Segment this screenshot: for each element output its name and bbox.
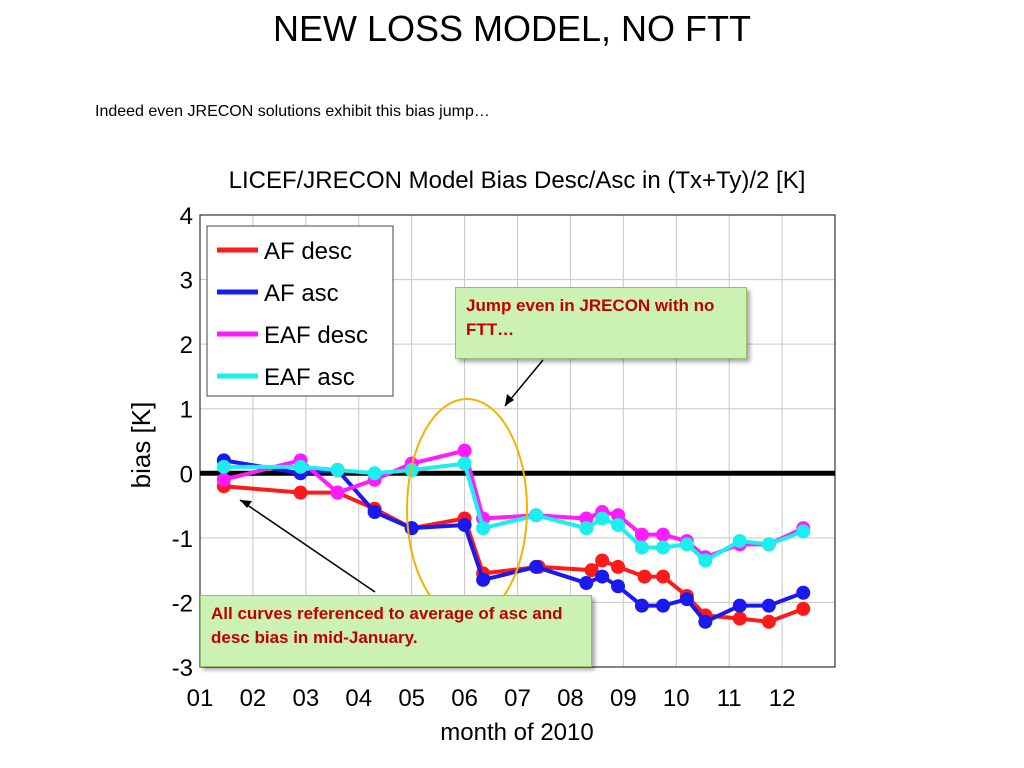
data-point <box>796 524 811 539</box>
data-point <box>611 559 626 574</box>
data-point <box>330 485 345 500</box>
data-point <box>611 508 626 523</box>
jump-callout: Jump even in JRECON with no FTT… <box>455 287 747 359</box>
jump-arrowhead <box>505 394 514 406</box>
data-point <box>457 443 472 458</box>
jump-highlight-ellipse <box>406 398 528 620</box>
x-tick-label: 04 <box>345 685 372 712</box>
series-layer <box>216 443 811 629</box>
x-tick-label: 02 <box>240 685 267 712</box>
data-point <box>732 598 747 613</box>
data-point <box>579 576 594 591</box>
x-tick-label: 11 <box>717 685 742 712</box>
legend-entries: AF desc AF asc EAF desc EAF asc <box>217 238 368 391</box>
data-point <box>579 521 594 536</box>
data-point <box>529 508 544 523</box>
x-tick-label: 09 <box>610 685 637 712</box>
data-point <box>656 527 671 542</box>
legend-box <box>206 225 394 397</box>
data-point <box>698 614 713 629</box>
data-point <box>761 598 776 613</box>
y-tick-label: 2 <box>180 332 193 359</box>
x-tick-label: 01 <box>187 685 214 712</box>
data-point <box>656 569 671 584</box>
data-point <box>732 611 747 626</box>
y-axis-label: bias [K] <box>126 402 156 489</box>
x-axis-label: month of 2010 <box>440 719 593 746</box>
slide-title: NEW LOSS MODEL, NO FTT <box>272 8 752 49</box>
reference-arrowhead <box>240 500 252 508</box>
y-tick-label: 3 <box>180 268 193 295</box>
reference-callout-arrow <box>239 499 376 593</box>
legend-label: EAF asc <box>264 364 355 391</box>
y-tick-label: -3 <box>172 655 193 682</box>
y-tick-label: -1 <box>172 526 193 553</box>
y-tick-label: 0 <box>180 461 193 488</box>
data-point <box>330 463 345 478</box>
x-tick-label: 07 <box>504 685 531 712</box>
data-point <box>367 466 382 481</box>
data-point <box>584 563 599 578</box>
x-tick-label: 10 <box>663 685 690 712</box>
data-point <box>367 505 382 520</box>
reference-callout: All curves referenced to average of asc … <box>200 595 592 667</box>
y-tick-label: 1 <box>180 397 193 424</box>
chart-title: LICEF/JRECON Model Bias Desc/Asc in (Tx+… <box>229 167 806 194</box>
data-point <box>216 472 231 487</box>
y-tick-label: -2 <box>172 590 193 617</box>
x-tick-label: 03 <box>292 685 319 712</box>
data-point <box>796 601 811 616</box>
data-point <box>656 598 671 613</box>
data-point <box>476 521 491 536</box>
data-point <box>656 540 671 555</box>
data-point <box>595 553 610 568</box>
series-eaf-asc <box>216 456 811 568</box>
data-point <box>634 527 649 542</box>
data-point <box>579 511 594 526</box>
data-point <box>732 534 747 549</box>
plot-frame <box>199 214 836 668</box>
data-point <box>611 579 626 594</box>
data-point <box>761 537 776 552</box>
data-point <box>457 456 472 471</box>
data-point <box>457 517 472 532</box>
slide-subtitle: Indeed even JRECON solutions exhibit thi… <box>95 103 490 120</box>
data-point <box>611 517 626 532</box>
data-point <box>476 572 491 587</box>
legend-label: AF asc <box>264 280 339 307</box>
data-point <box>637 569 652 584</box>
data-point <box>595 569 610 584</box>
data-point <box>293 459 308 474</box>
y-tick-label: 4 <box>180 203 193 230</box>
x-tick-label: 05 <box>398 685 425 712</box>
data-point <box>796 585 811 600</box>
x-tick-label: 12 <box>769 685 796 712</box>
data-point <box>293 485 308 500</box>
x-tick-label: 08 <box>557 685 584 712</box>
legend-label: AF desc <box>264 238 352 265</box>
data-point <box>679 537 694 552</box>
data-point <box>634 598 649 613</box>
data-point <box>761 614 776 629</box>
data-point <box>698 553 713 568</box>
data-point <box>595 511 610 526</box>
data-point <box>679 592 694 607</box>
data-point <box>216 459 231 474</box>
chart-legend: AF desc AF asc EAF desc EAF asc <box>206 225 394 397</box>
legend-label: EAF desc <box>264 322 368 349</box>
series-line <box>223 461 804 563</box>
data-point <box>634 540 649 555</box>
data-point <box>529 559 544 574</box>
x-tick-label: 06 <box>451 685 478 712</box>
